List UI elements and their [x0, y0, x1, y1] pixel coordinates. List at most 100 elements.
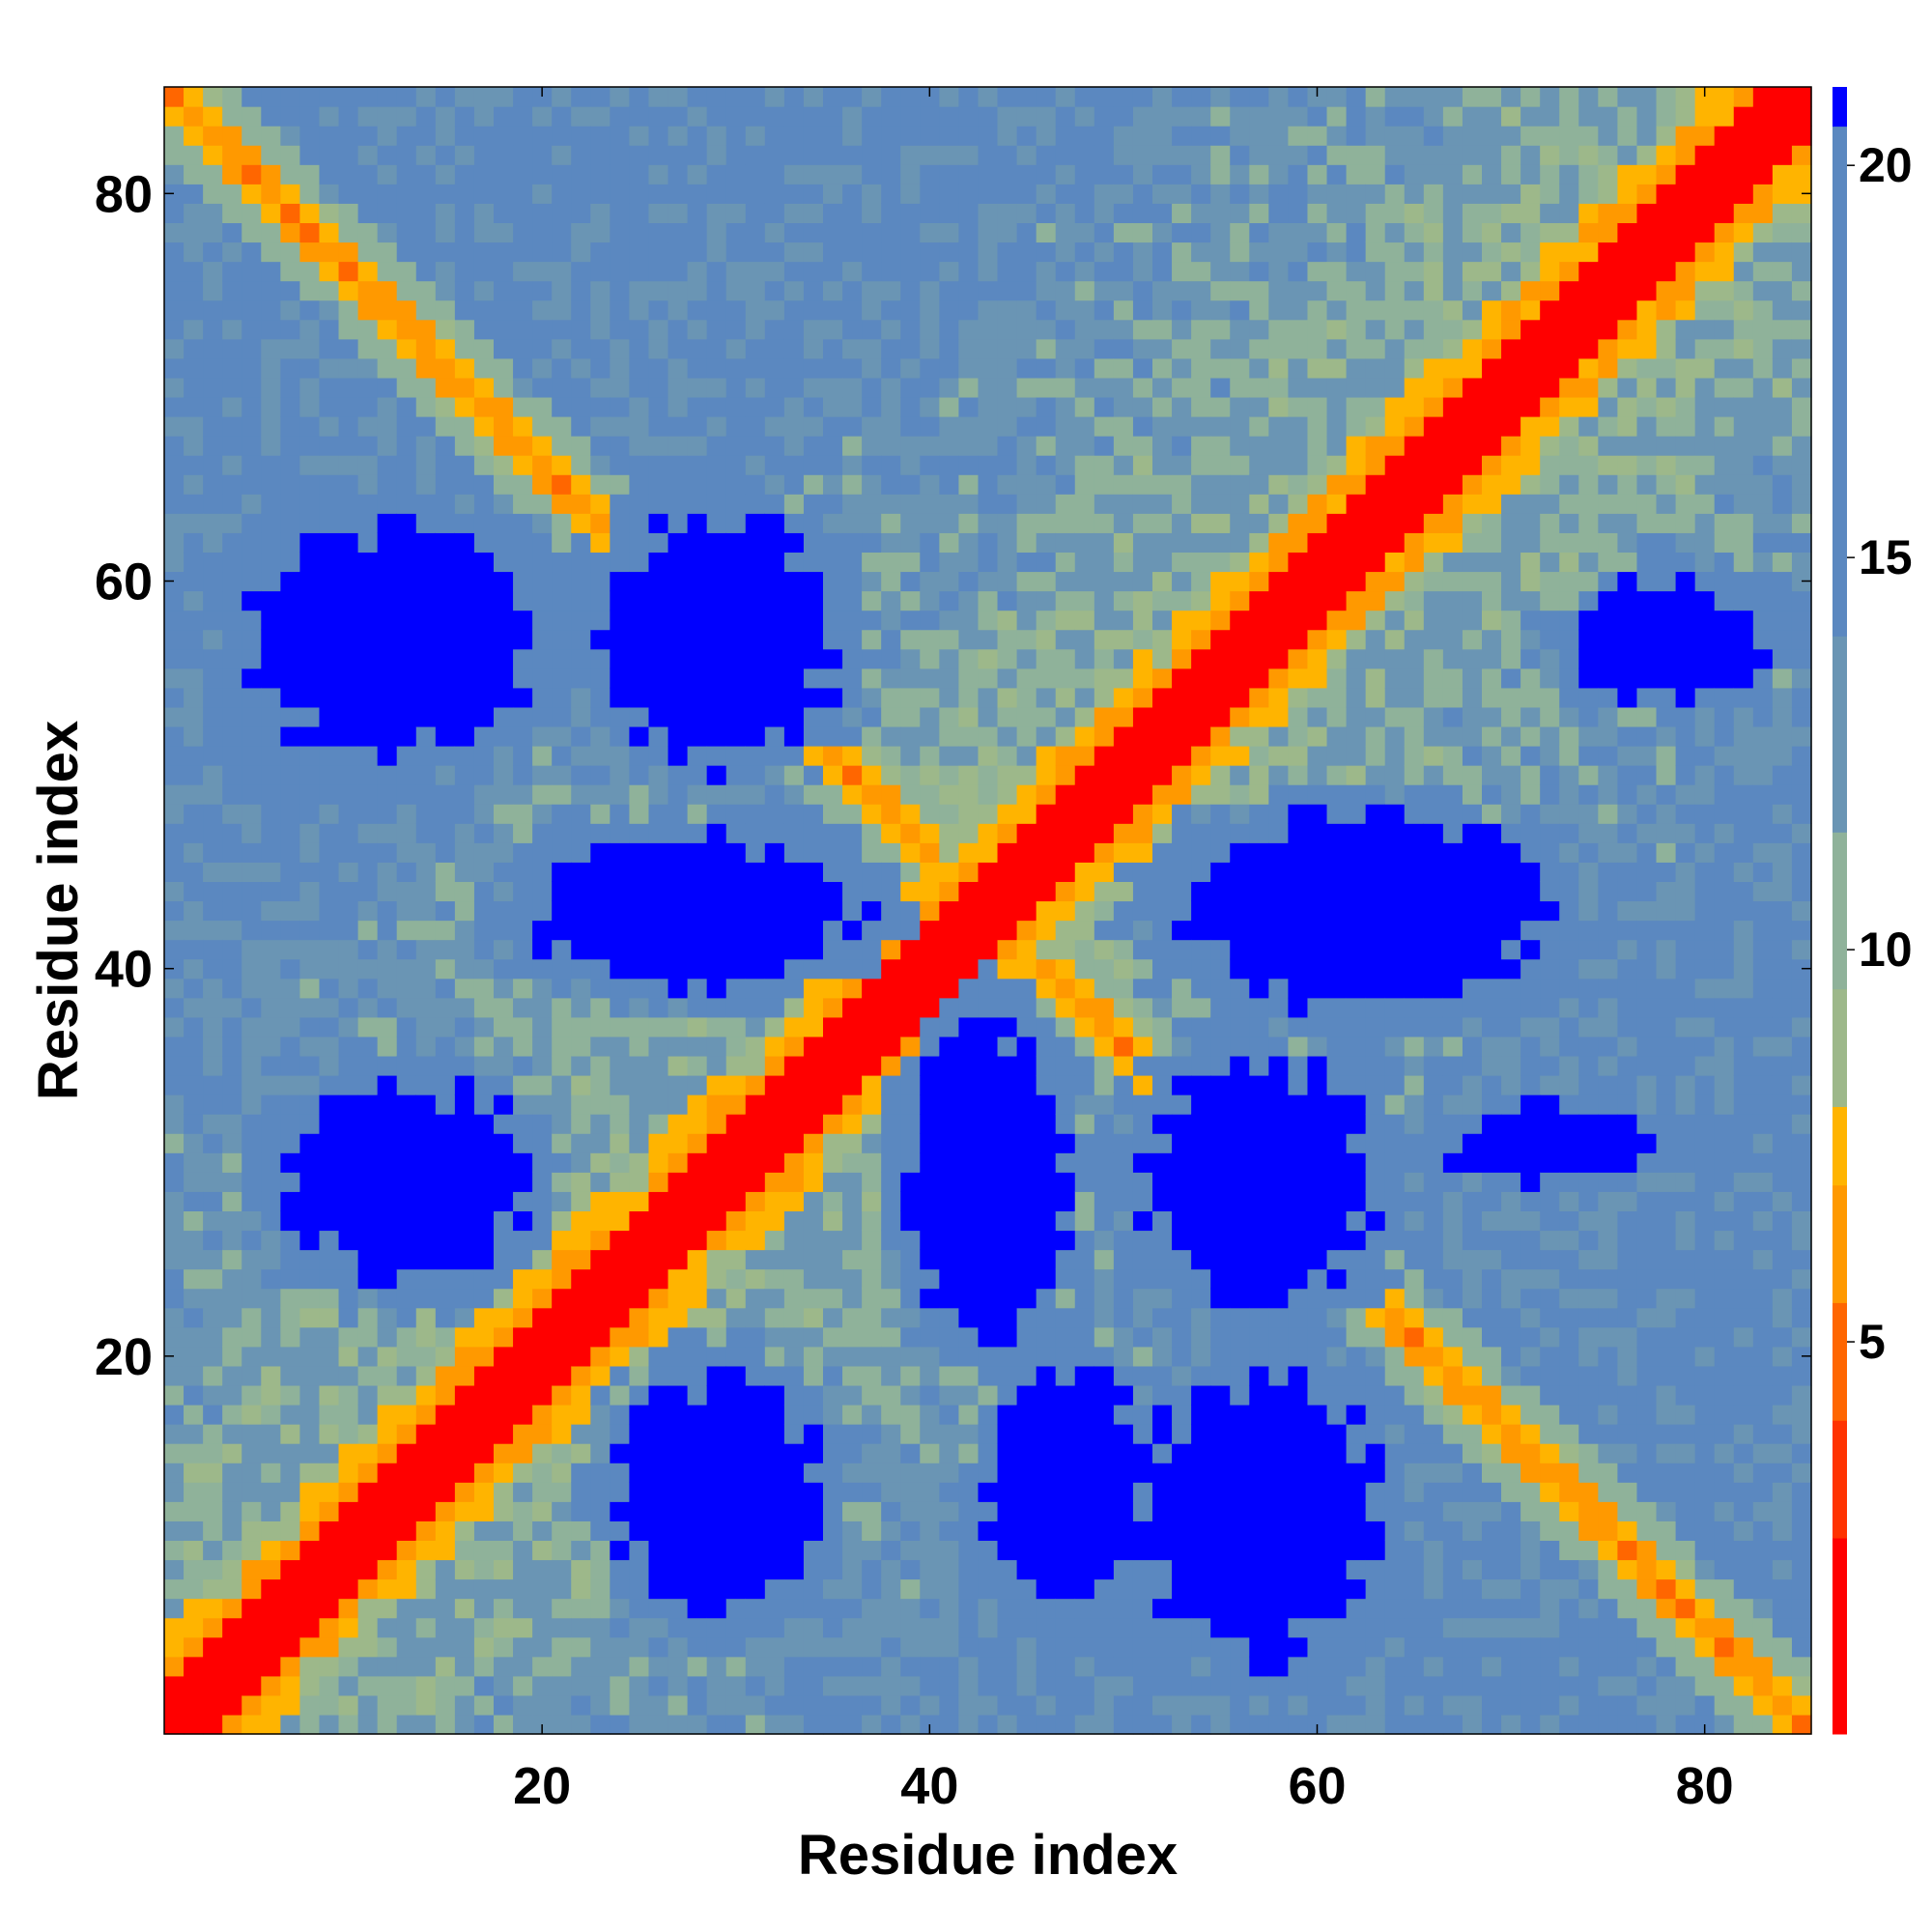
heatmap-cell	[745, 455, 766, 475]
heatmap-cell	[842, 87, 863, 107]
heatmap-cell	[377, 1210, 398, 1232]
heatmap-cell	[1230, 1384, 1250, 1406]
heatmap-cell	[552, 1656, 572, 1677]
heatmap-cell	[783, 203, 805, 224]
heatmap-cell	[1113, 145, 1134, 165]
heatmap-cell	[1094, 1482, 1115, 1502]
heatmap-cell	[1152, 1230, 1173, 1251]
heatmap-cell	[610, 1036, 631, 1057]
heatmap-cell	[881, 610, 901, 631]
heatmap-cell	[687, 1055, 708, 1076]
heatmap-cell	[745, 997, 766, 1018]
heatmap-cell	[552, 222, 572, 243]
heatmap-cell	[900, 765, 921, 785]
heatmap-cell	[1210, 920, 1231, 941]
heatmap-cell	[1036, 338, 1057, 359]
heatmap-cell	[1249, 1036, 1269, 1057]
heatmap-cell	[1249, 552, 1269, 573]
heatmap-cell	[920, 1114, 940, 1134]
heatmap-cell	[532, 590, 553, 611]
heatmap-cell	[842, 184, 863, 204]
heatmap-cell	[997, 87, 1018, 107]
heatmap-cell	[1268, 862, 1290, 883]
heatmap-cell	[958, 1617, 980, 1638]
heatmap-cell	[1152, 648, 1173, 669]
heatmap-cell	[629, 319, 650, 340]
heatmap-cell	[706, 184, 727, 204]
heatmap-cell	[764, 1036, 785, 1057]
heatmap-cell	[552, 842, 572, 863]
heatmap-cell	[610, 87, 631, 107]
heatmap-cell	[939, 1016, 960, 1037]
heatmap-cell	[222, 357, 242, 379]
heatmap-cell	[939, 862, 960, 883]
heatmap-cell	[629, 1055, 650, 1076]
heatmap-cell	[920, 1636, 940, 1658]
heatmap-cell	[687, 1559, 708, 1580]
heatmap-cell	[997, 1656, 1018, 1677]
heatmap-cell	[668, 590, 689, 611]
heatmap-cell	[532, 1365, 553, 1386]
heatmap-cell	[920, 900, 940, 922]
heatmap-cell	[862, 1520, 882, 1542]
heatmap-cell	[164, 1520, 185, 1542]
heatmap-cell	[357, 687, 379, 708]
heatmap-cell	[377, 997, 398, 1018]
heatmap-cell	[687, 1501, 708, 1521]
heatmap-cell	[261, 396, 281, 417]
heatmap-cell	[184, 319, 204, 340]
heatmap-cell	[552, 939, 572, 960]
heatmap-cell	[1288, 1482, 1309, 1502]
heatmap-cell	[958, 1230, 980, 1251]
heatmap-cell	[783, 416, 805, 437]
heatmap-cell	[958, 804, 980, 824]
heatmap-cell	[842, 1249, 863, 1270]
heatmap-cell	[494, 357, 514, 379]
heatmap-cell	[203, 1578, 223, 1600]
heatmap-cell	[242, 881, 262, 902]
heatmap-cell	[435, 513, 456, 533]
heatmap-cell	[1191, 1675, 1211, 1696]
heatmap-cell	[338, 416, 359, 437]
heatmap-cell	[164, 1405, 185, 1425]
heatmap-cell	[687, 1617, 708, 1638]
heatmap-cell	[842, 648, 863, 669]
heatmap-cell	[648, 242, 669, 263]
heatmap-cell	[783, 1598, 805, 1619]
heatmap-cell	[571, 1520, 591, 1542]
heatmap-cell	[862, 416, 882, 437]
heatmap-cell	[745, 1463, 766, 1483]
heatmap-cell	[1113, 106, 1134, 127]
heatmap-cell	[473, 1230, 495, 1251]
heatmap-cell	[1191, 842, 1211, 863]
heatmap-cell	[648, 1268, 669, 1290]
heatmap-cell	[629, 338, 650, 359]
heatmap-cell	[1074, 1288, 1095, 1309]
heatmap-cell	[513, 1578, 533, 1600]
heatmap-cell	[610, 494, 631, 514]
heatmap-cell	[222, 571, 242, 592]
heatmap-cell	[648, 357, 669, 379]
heatmap-cell	[1230, 1191, 1250, 1212]
heatmap-cell	[203, 357, 223, 379]
heatmap-cell	[377, 920, 398, 941]
heatmap-cell	[164, 126, 185, 146]
heatmap-cell	[261, 1075, 281, 1095]
heatmap-cell	[610, 1346, 631, 1367]
heatmap-cell	[299, 377, 321, 398]
heatmap-cell	[1016, 1133, 1037, 1153]
heatmap-cell	[1172, 1463, 1192, 1483]
heatmap-cell	[939, 474, 960, 495]
heatmap-cell	[610, 242, 631, 263]
heatmap-cell	[939, 725, 960, 747]
heatmap-cell	[783, 900, 805, 922]
heatmap-cell	[862, 532, 882, 554]
heatmap-cell	[629, 1365, 650, 1386]
heatmap-cell	[842, 900, 863, 922]
heatmap-cell	[881, 668, 901, 689]
heatmap-cell	[823, 1210, 843, 1232]
heatmap-cell	[900, 1249, 921, 1270]
heatmap-cell	[261, 706, 281, 727]
heatmap-cell	[242, 1094, 262, 1115]
heatmap-cell	[823, 862, 843, 883]
